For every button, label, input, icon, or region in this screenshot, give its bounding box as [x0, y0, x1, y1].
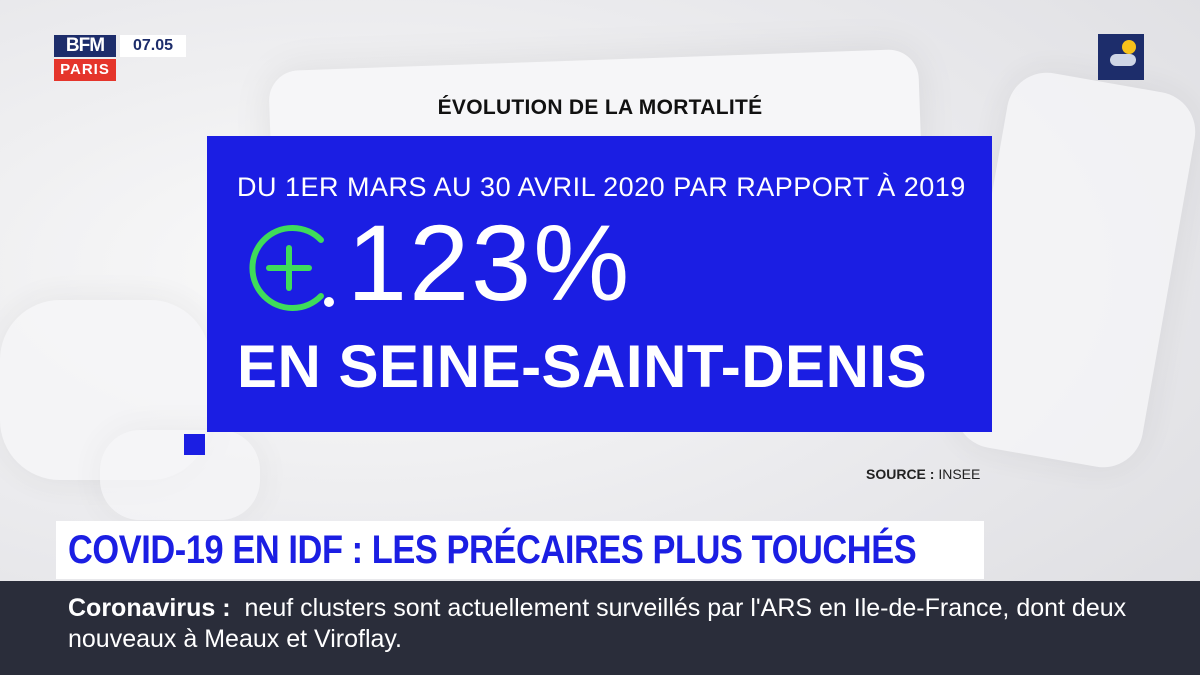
stat-panel: DU 1ER MARS AU 30 AVRIL 2020 PAR RAPPORT…	[207, 136, 992, 432]
graphic-title: ÉVOLUTION DE LA MORTALITÉ	[437, 96, 763, 119]
ticker-keyword: Coronavirus :	[68, 594, 231, 622]
news-ticker: Coronavirus : neuf clusters sont actuelle…	[0, 581, 1200, 675]
location-text: EN SEINE-SAINT-DENIS	[237, 333, 928, 400]
period-text: DU 1ER MARS AU 30 AVRIL 2020 PAR RAPPORT…	[237, 172, 966, 202]
ticker-text: neuf clusters sont actuellement surveill…	[68, 594, 1127, 653]
weather-sun-cloud-icon	[1098, 34, 1144, 80]
decorative-square	[184, 434, 205, 455]
plus-circle-icon	[249, 225, 334, 311]
cloud-icon	[1110, 54, 1136, 66]
logo-top-text: BFM	[54, 35, 116, 57]
sun-icon	[1122, 40, 1136, 54]
source-label: SOURCE :	[866, 466, 935, 482]
channel-logo: BFM PARIS	[54, 35, 116, 81]
headline-bar: COVID-19 EN IDF : LES PRÉCAIRES PLUS TOU…	[56, 521, 984, 579]
source-credit: SOURCE : INSEE	[866, 466, 980, 482]
background-shape	[100, 430, 260, 520]
ticker-content: Coronavirus : neuf clusters sont actuelle…	[68, 593, 1168, 655]
headline-text: COVID-19 EN IDF : LES PRÉCAIRES PLUS TOU…	[68, 528, 917, 572]
clock: 07.05	[120, 35, 186, 57]
logo-bottom-text: PARIS	[54, 59, 116, 81]
mortality-value: 123%	[347, 202, 632, 323]
source-value: INSEE	[938, 466, 981, 482]
